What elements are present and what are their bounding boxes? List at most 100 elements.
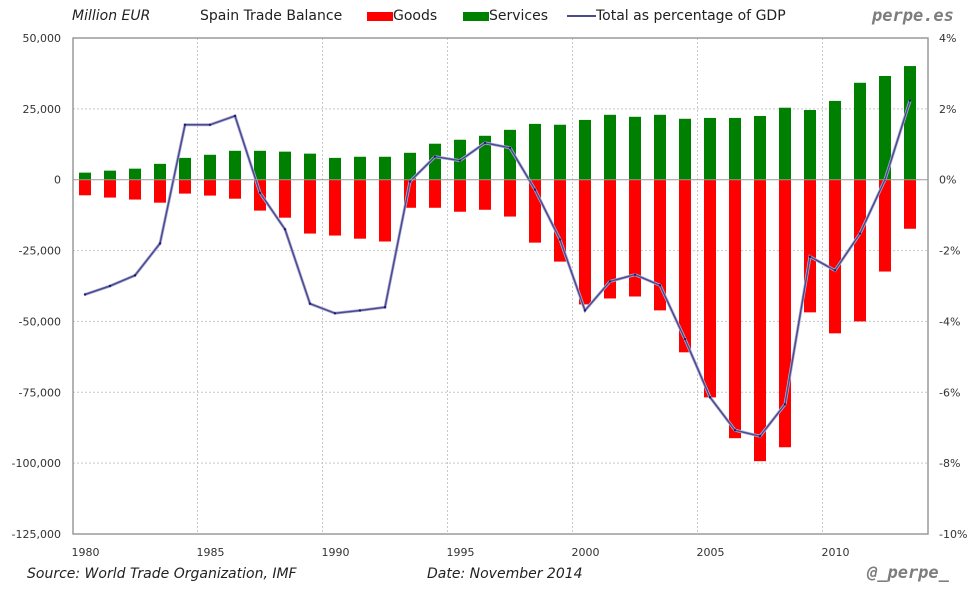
y-tick-label: -75,000 <box>19 386 61 399</box>
services-bar <box>379 156 391 180</box>
services-bar <box>679 118 691 180</box>
gdp-line-point <box>558 238 562 241</box>
gdp-line-point <box>658 284 662 287</box>
legend-item-services[interactable]: Services <box>463 8 548 24</box>
services-bar <box>354 156 366 180</box>
gdp-line-point <box>158 242 162 245</box>
brand-handle: @_perpe_ <box>867 563 949 583</box>
gdp-line-point <box>583 309 587 312</box>
y-tick-label: -50,000 <box>19 315 61 328</box>
goods-bar <box>329 179 341 236</box>
services-bar <box>879 75 891 180</box>
services-bar <box>404 152 416 180</box>
services-bar <box>79 172 91 180</box>
y2-tick-label: -8% <box>939 457 960 470</box>
services-bar <box>204 154 216 180</box>
goods-bar <box>279 179 291 218</box>
goods-bar <box>579 179 591 305</box>
goods-bar <box>829 179 841 334</box>
chart-title: Spain Trade Balance <box>200 8 343 24</box>
services-bar <box>304 153 316 180</box>
y2-tick-label: 2% <box>939 103 956 116</box>
goods-bar <box>654 179 666 311</box>
gdp-line-point <box>633 273 637 276</box>
gdp-line-point <box>458 159 462 162</box>
y-tick-label: 0 <box>54 174 61 187</box>
goods-bar <box>779 179 791 448</box>
services-bar <box>429 143 441 180</box>
y-tick-label: -125,000 <box>12 528 61 541</box>
goods-bar <box>454 179 466 212</box>
gdp-line-point <box>108 284 112 288</box>
services-bar <box>654 114 666 180</box>
services-bar <box>279 151 291 180</box>
gdp-line-point <box>208 123 212 127</box>
services-bar <box>704 117 716 180</box>
services-bar <box>729 117 741 180</box>
services-bar <box>329 157 341 180</box>
legend-item-goods[interactable]: Goods <box>367 8 437 24</box>
services-bar <box>779 107 791 180</box>
gdp-line-point <box>383 306 387 309</box>
gdp-line-point <box>183 123 187 127</box>
axes: 50,000 25,000 0 -25,000 -50,000 -75,000 -100,0… <box>12 32 968 559</box>
y2-tick-label: 0% <box>939 174 956 187</box>
y-tick-label: 50,000 <box>23 32 62 45</box>
gdp-line-point <box>433 155 437 158</box>
plot-border <box>72 37 929 535</box>
services-bar <box>254 150 266 180</box>
services-bar <box>229 150 241 180</box>
brand-website: perpe.es <box>872 6 954 26</box>
gdp-line-point <box>683 337 687 341</box>
gdp-line-point <box>233 114 237 118</box>
gdp-line-point <box>508 146 512 150</box>
goods-bar <box>79 179 91 196</box>
goods-bar <box>429 179 441 208</box>
goods-bar <box>504 179 516 217</box>
goods-bar <box>704 179 716 398</box>
services-bar <box>604 114 616 180</box>
gdp-line-point <box>358 309 362 312</box>
goods-bar <box>379 179 391 242</box>
gdp-line-point <box>708 396 712 399</box>
goods-bar <box>154 179 166 203</box>
gdp-line-point <box>833 269 837 272</box>
services-swatch-icon <box>463 11 489 21</box>
y2-tick-label: 4% <box>939 32 956 45</box>
gdp-line-point <box>858 232 862 235</box>
goods-bar <box>554 179 566 262</box>
x-tick-label: 1995 <box>447 546 475 559</box>
x-tick-label: 2010 <box>822 546 850 559</box>
goods-bar <box>129 179 141 200</box>
gdp-line-point <box>733 428 737 432</box>
gdp-line-point <box>783 403 787 406</box>
goods-bar <box>479 179 491 210</box>
services-bar <box>504 129 516 180</box>
legend-label-total-gdp: Total as percentage of GDP <box>596 8 786 24</box>
services-bar <box>579 119 591 180</box>
gdp-line-point <box>258 191 262 195</box>
x-tick-label: 2000 <box>572 546 600 559</box>
legend-item-total-gdp[interactable]: Total as percentage of GDP <box>567 8 786 24</box>
goods-swatch-icon <box>367 11 393 21</box>
services-bar <box>554 124 566 180</box>
legend-label-services: Services <box>489 8 549 24</box>
gdp-line-point <box>608 280 612 283</box>
gdp-line-series <box>84 100 911 438</box>
goods-bar <box>904 179 916 229</box>
x-tick-label: 1985 <box>197 546 225 559</box>
goods-bar <box>854 179 866 322</box>
services-bar <box>854 82 866 180</box>
gdp-line-point <box>408 180 412 183</box>
gdp-line-point <box>483 141 487 145</box>
goods-bar <box>754 179 766 462</box>
gdp-line-point <box>908 99 912 102</box>
gdp-line-point <box>333 312 337 315</box>
y2-tick-label: -10% <box>939 528 967 541</box>
date-note: Date: November 2014 <box>427 566 583 582</box>
gdp-line-point <box>308 302 312 305</box>
y2-tick-label: -6% <box>939 386 960 399</box>
services-bar <box>829 100 841 180</box>
services-bar <box>529 123 541 180</box>
